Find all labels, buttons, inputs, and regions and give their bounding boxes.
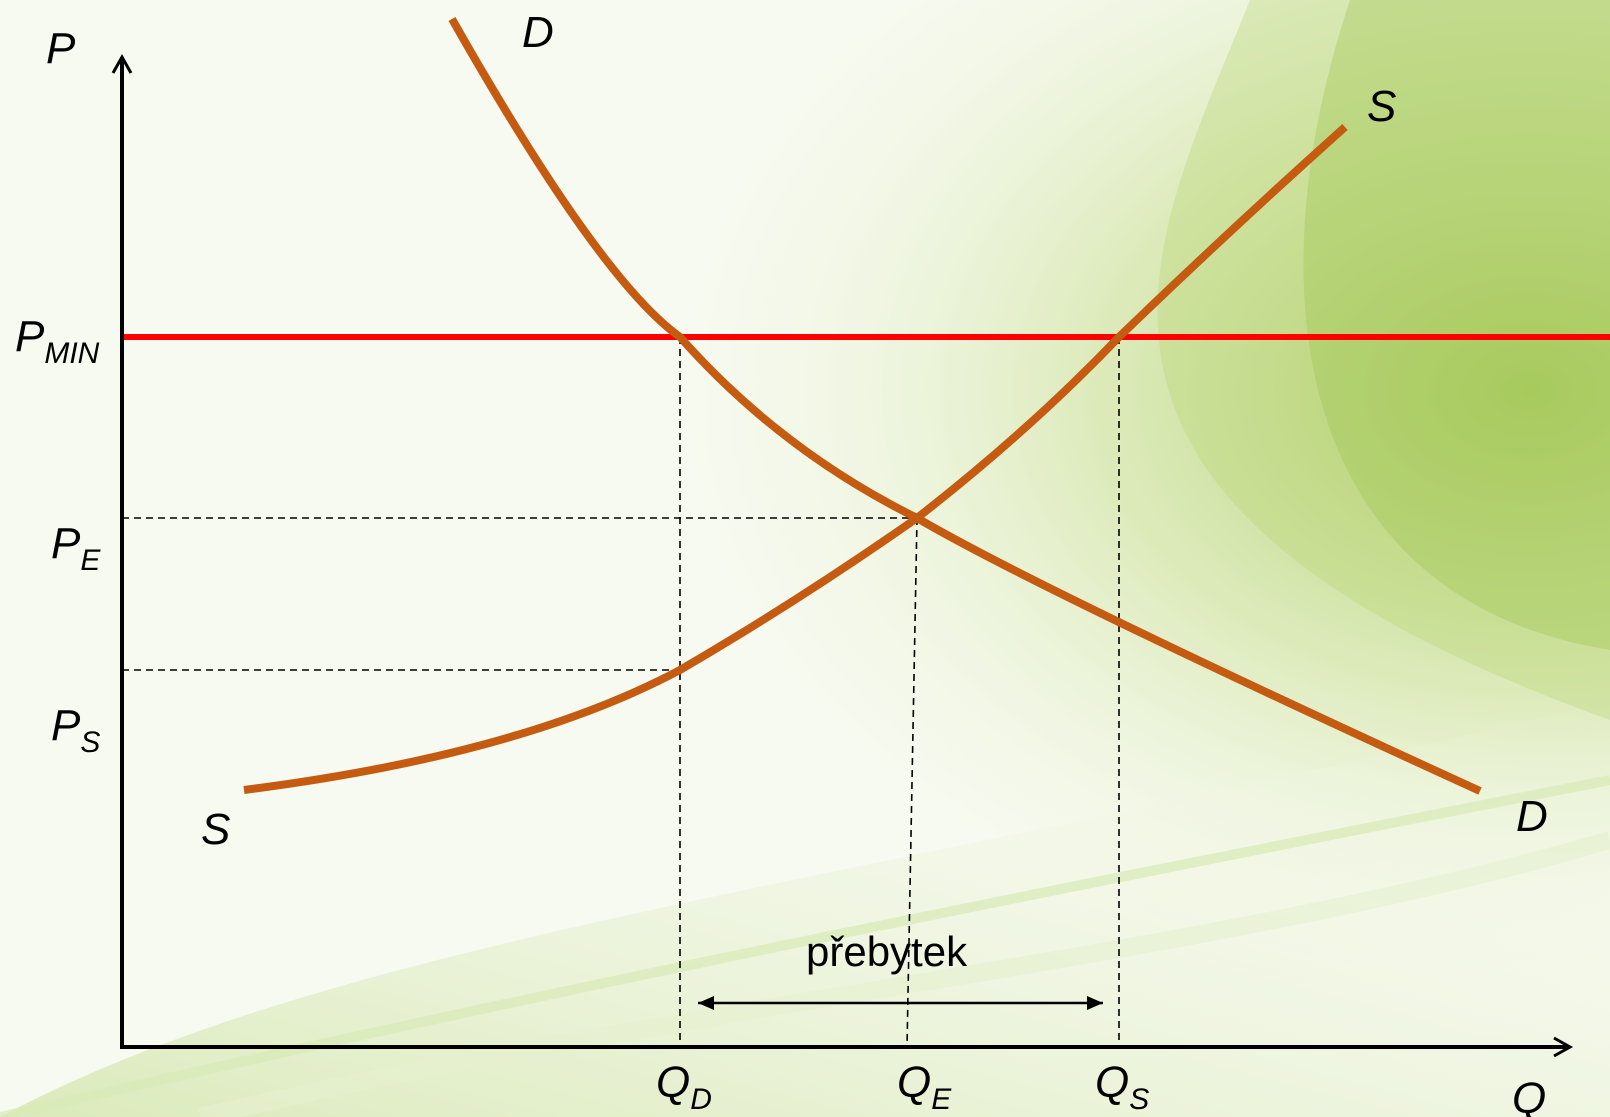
guide-qe-vertical bbox=[906, 517, 918, 1048]
demand-label-top: D bbox=[522, 8, 554, 57]
y-axis-label: P bbox=[46, 24, 76, 73]
supply-curve bbox=[243, 124, 1348, 794]
label-p-min: PMIN bbox=[15, 312, 100, 370]
label-q-s: QS bbox=[1095, 1058, 1149, 1116]
demand-label-bottom: D bbox=[1516, 792, 1548, 841]
label-q-d: QD bbox=[656, 1058, 712, 1116]
surplus-label: přebytek bbox=[806, 928, 968, 975]
supply-label-top: S bbox=[1367, 82, 1396, 131]
supply-label-bottom: S bbox=[201, 805, 230, 854]
label-p-s: PS bbox=[51, 701, 100, 759]
x-axis-label: Q bbox=[1512, 1074, 1546, 1117]
guide-lines bbox=[122, 337, 1120, 1048]
label-q-e: QE bbox=[897, 1058, 952, 1116]
label-p-e: PE bbox=[51, 519, 101, 577]
demand-curve bbox=[448, 17, 1482, 795]
